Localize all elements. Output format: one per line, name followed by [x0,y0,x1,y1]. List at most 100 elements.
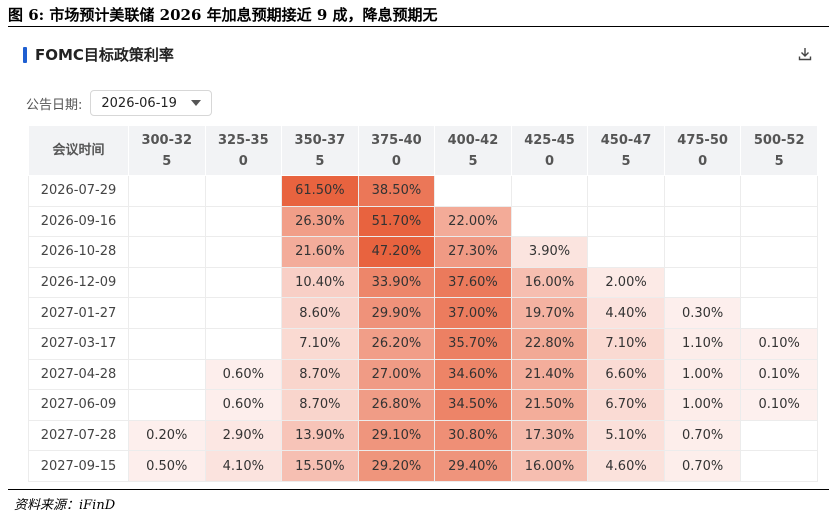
probability-cell [740,297,818,329]
announcement-date-select[interactable]: 2026-06-19 [90,90,212,116]
probability-cell [128,175,206,207]
meeting-date-cell: 2027-03-17 [28,327,129,360]
probability-cell: 0.70% [663,450,742,482]
top-rule [8,26,829,27]
probability-cell: 21.60% [281,236,359,268]
probability-cell [663,175,742,207]
table-row: 2027-04-28 0.60% 8.70% 27.00% 34.60% 21.40% 6.… [28,358,818,391]
probability-cell: 8.70% [281,389,359,421]
probability-cell: 19.70% [510,297,589,329]
probability-cell: 21.40% [510,358,589,391]
meeting-date-cell: 2027-04-28 [28,358,129,391]
probability-cell [740,236,818,268]
table-header-row: 会议时间 300-32 5 325-35 0 350-37 5 375-40 0 400… [28,125,818,176]
probability-cell: 30.80% [434,419,512,452]
probability-cell [663,205,742,238]
probability-cell: 26.20% [357,327,436,360]
probability-cell: 37.60% [434,266,512,299]
meeting-date-cell: 2026-07-29 [28,175,129,207]
probability-cell [128,327,206,360]
probability-cell [204,266,283,299]
probability-cell: 0.60% [204,389,283,421]
bottom-rule [8,489,829,490]
probability-cell: 16.00% [510,266,589,299]
probability-cell: 37.00% [434,297,512,329]
probability-cell [204,236,283,268]
probability-cell: 27.30% [434,236,512,268]
probability-cell [434,175,512,207]
table-row: 2026-07-29 61.50% 38.50% [28,175,818,207]
probability-cell: 6.60% [587,358,665,391]
probability-cell: 29.40% [434,450,512,482]
header-rate-range: 450-47 5 [587,125,665,176]
probability-cell: 2.00% [587,266,665,299]
probability-cell: 0.30% [663,297,742,329]
probability-cell: 51.70% [357,205,436,238]
probability-cell [204,327,283,360]
probability-table: 会议时间 300-32 5 325-35 0 350-37 5 375-40 0 400… [28,125,818,482]
probability-cell: 22.00% [434,205,512,238]
probability-cell: 38.50% [357,175,436,207]
probability-cell: 27.00% [357,358,436,391]
table-row: 2026-09-16 26.30% 51.70% 22.00% [28,205,818,238]
probability-cell [128,297,206,329]
probability-cell: 34.50% [434,389,512,421]
probability-cell: 7.10% [281,327,359,360]
probability-cell: 1.00% [663,389,742,421]
header-rate-range: 350-37 5 [281,125,359,176]
probability-cell [128,389,206,421]
probability-cell [587,175,665,207]
probability-cell [663,266,742,299]
probability-cell: 0.20% [128,419,206,452]
probability-cell: 0.70% [663,419,742,452]
meeting-date-cell: 2027-06-09 [28,389,129,421]
probability-cell: 26.80% [357,389,436,421]
table-row: 2027-09-15 0.50% 4.10% 15.50% 29.20% 29.40% 16… [28,450,818,482]
probability-cell: 17.30% [510,419,589,452]
probability-cell: 13.90% [281,419,359,452]
meeting-date-cell: 2026-09-16 [28,205,129,238]
header-meeting-time: 会议时间 [28,125,129,176]
download-icon[interactable] [797,46,813,62]
table-row: 2026-10-28 21.60% 47.20% 27.30% 3.90% [28,236,818,268]
probability-cell: 8.70% [281,358,359,391]
probability-cell: 29.90% [357,297,436,329]
probability-cell: 29.20% [357,450,436,482]
accent-bar [23,46,27,63]
probability-cell: 10.40% [281,266,359,299]
meeting-date-cell: 2027-07-28 [28,419,129,452]
table-row: 2027-03-17 7.10% 26.20% 35.70% 22.80% 7.10% 1.… [28,327,818,360]
probability-cell: 34.60% [434,358,512,391]
table-row: 2027-01-27 8.60% 29.90% 37.00% 19.70% 4.40% 0.… [28,297,818,329]
probability-cell: 22.80% [510,327,589,360]
probability-cell: 0.60% [204,358,283,391]
probability-cell [740,419,818,452]
probability-cell: 4.60% [587,450,665,482]
probability-cell: 4.40% [587,297,665,329]
rate-panel: FOMC目标政策利率 公告日期: 2026-06-19 会议时间 300-32 5… [23,34,823,486]
chevron-down-icon [190,100,201,106]
source-note: 资料来源：iFinD [14,498,116,513]
probability-cell: 33.90% [357,266,436,299]
probability-cell [128,236,206,268]
probability-cell: 0.10% [740,358,818,391]
header-rate-range: 475-50 0 [663,125,742,176]
probability-cell [128,358,206,391]
probability-cell: 0.50% [128,450,206,482]
probability-cell: 61.50% [281,175,359,207]
probability-cell [510,205,589,238]
probability-cell: 2.90% [204,419,283,452]
table-body: 2026-07-29 61.50% 38.50% 2026-09-16 26.30% 51… [28,175,818,482]
table-row: 2026-12-09 10.40% 33.90% 37.60% 16.00% 2.00% [28,266,818,299]
probability-cell [740,175,818,207]
meeting-date-cell: 2026-12-09 [28,266,129,299]
date-filter: 公告日期: 2026-06-19 [26,90,212,116]
probability-cell [128,205,206,238]
probability-cell: 35.70% [434,327,512,360]
filter-label: 公告日期: [26,97,83,113]
header-rate-range: 325-35 0 [204,125,283,176]
probability-cell: 6.70% [587,389,665,421]
probability-cell: 21.50% [510,389,589,421]
probability-cell [740,450,818,482]
probability-cell [204,205,283,238]
